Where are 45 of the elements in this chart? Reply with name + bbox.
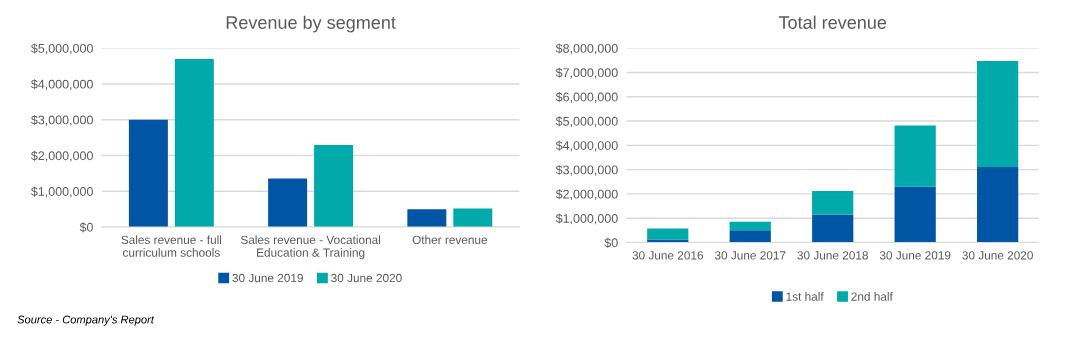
bar [812, 191, 854, 215]
chart-title: Total revenue [778, 15, 887, 29]
y-tick-label: $5,000,000 [30, 43, 93, 55]
x-tick-label: 30 June 2017 [714, 251, 786, 260]
bar [729, 221, 771, 231]
y-tick-label: $2,000,000 [555, 189, 618, 201]
legend-label: 2nd half [851, 292, 893, 301]
bar [647, 228, 689, 240]
y-tick-label: $1,000,000 [30, 186, 93, 198]
bar [894, 125, 936, 187]
bar [174, 58, 214, 228]
bar [268, 178, 308, 228]
source-note: Source - Company's Report [17, 315, 155, 326]
x-tick-label: Sales revenue - full curriculum schools [121, 235, 222, 257]
y-tick-label: $3,000,000 [30, 114, 93, 126]
y-tick-label: $1,000,000 [555, 213, 618, 225]
y-tick-label: $8,000,000 [555, 43, 618, 55]
chart-title: Revenue by segment [226, 15, 396, 33]
x-tick-label: 30 June 2020 [962, 251, 1033, 260]
y-tick-label: $3,000,000 [555, 164, 618, 176]
y-tick-label: $0 [604, 237, 618, 248]
x-tick-label: 30 June 2016 [632, 251, 704, 260]
bar [729, 230, 771, 243]
legend-label: 1st half [786, 292, 824, 301]
bar [314, 145, 354, 228]
x-tick-label: Other revenue [412, 235, 488, 245]
bar [407, 209, 447, 228]
y-tick-label: $0 [79, 222, 93, 233]
y-tick-label: $4,000,000 [555, 140, 618, 152]
y-tick-label: $2,000,000 [30, 150, 93, 162]
y-tick-label: $7,000,000 [555, 67, 618, 79]
bar [128, 119, 168, 228]
bar [453, 208, 493, 228]
y-tick-label: $4,000,000 [30, 79, 93, 91]
legend-label: 30 June 2020 [331, 273, 402, 283]
y-tick-label: $5,000,000 [555, 116, 618, 128]
legend-label: 30 June 2019 [232, 273, 303, 283]
x-tick-label: 30 June 2018 [797, 251, 868, 260]
y-tick-label: $6,000,000 [555, 92, 618, 103]
bar [977, 166, 1019, 243]
bar [977, 61, 1019, 167]
bar [894, 186, 936, 243]
x-tick-label: 30 June 2019 [879, 251, 951, 260]
bar [812, 214, 854, 243]
x-tick-label: Sales revenue - Vocational Education & Training [240, 235, 381, 260]
